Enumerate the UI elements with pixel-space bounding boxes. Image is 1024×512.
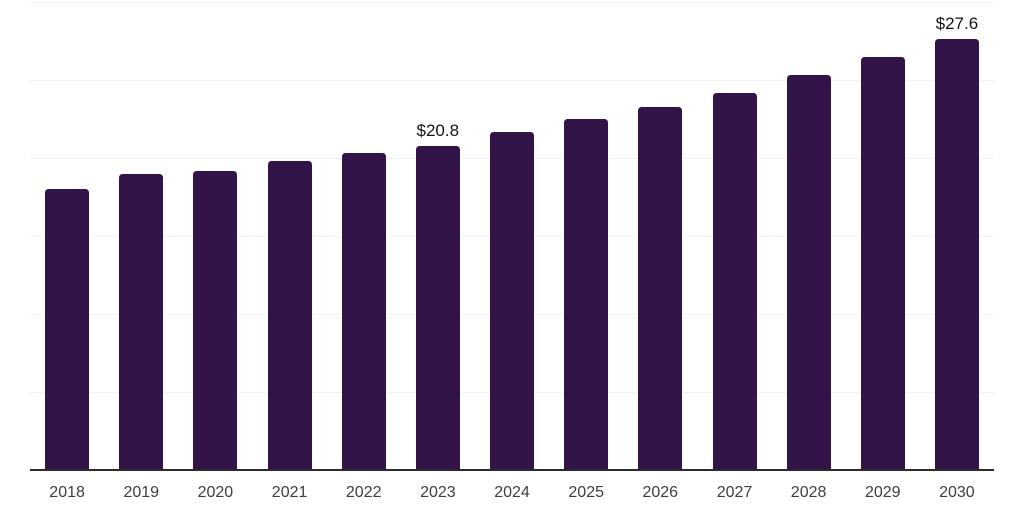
x-tick-2025: 2025 [568,484,604,501]
x-tick-2023: 2023 [420,484,456,501]
bar-2019 [119,173,164,470]
bar-2030 [934,39,979,470]
bar-2020 [193,170,238,470]
x-tick-2030: 2030 [939,484,975,501]
value-label-2023: $20.8 [416,120,460,140]
bar-2028 [786,75,831,470]
x-tick-2020: 2020 [197,484,234,501]
x-tick-2029: 2029 [864,484,901,501]
x-tick-2027: 2027 [716,484,753,501]
bar-2023 [415,145,460,470]
bar-2018 [45,189,90,470]
bar-2027 [712,92,757,470]
bar-2022 [341,153,386,470]
bar-2029 [860,56,905,470]
gridline-25 [30,80,994,81]
x-tick-2021: 2021 [271,484,308,501]
x-tick-2018: 2018 [49,484,85,501]
x-axis-line [30,469,994,471]
x-tick-2028: 2028 [790,484,827,501]
x-tick-2024: 2024 [494,484,530,501]
bar-2021 [267,161,312,470]
x-tick-2019: 2019 [123,484,160,501]
x-tick-2026: 2026 [642,484,679,501]
bar-2026 [638,106,683,470]
value-label-2030: $27.6 [935,14,979,34]
bar-2024 [490,131,534,470]
gridline-30 [30,2,994,3]
bar-2025 [564,119,609,470]
x-tick-2022: 2022 [345,484,382,501]
